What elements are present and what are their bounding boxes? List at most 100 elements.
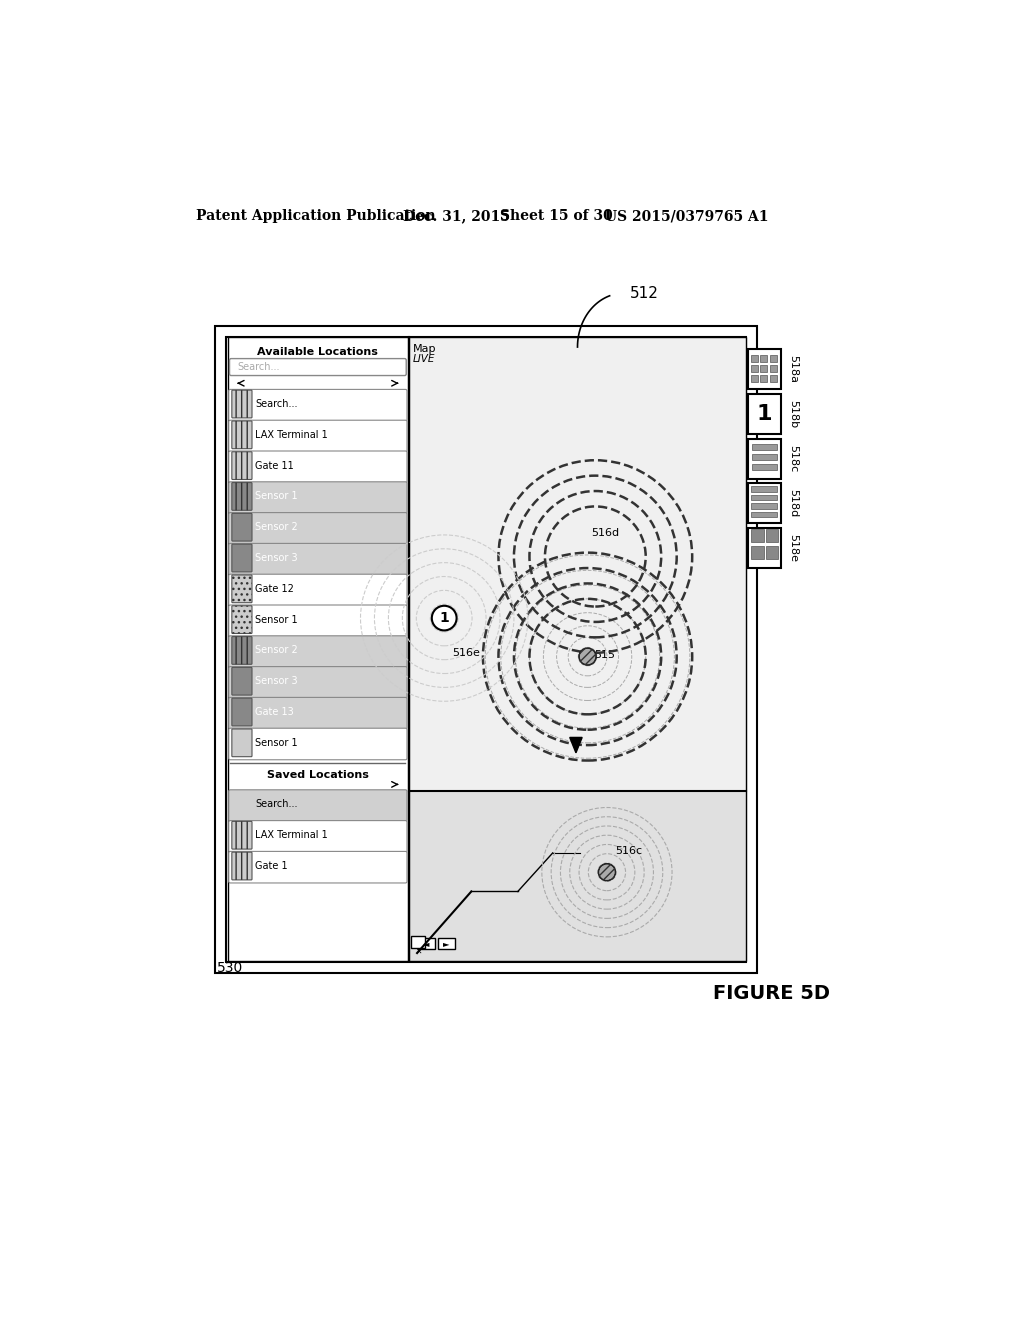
Text: LAX Terminal 1: LAX Terminal 1 <box>255 830 328 841</box>
FancyBboxPatch shape <box>231 451 252 479</box>
Bar <box>748 483 780 524</box>
FancyBboxPatch shape <box>228 574 407 606</box>
FancyBboxPatch shape <box>228 451 407 483</box>
Text: Sensor 3: Sensor 3 <box>255 676 298 686</box>
Bar <box>748 395 780 434</box>
Bar <box>751 495 777 500</box>
FancyBboxPatch shape <box>411 936 425 948</box>
Bar <box>751 487 777 492</box>
Text: 1: 1 <box>439 611 450 626</box>
Text: 1: 1 <box>757 404 772 424</box>
Text: Sensor 1: Sensor 1 <box>255 491 298 502</box>
FancyBboxPatch shape <box>231 606 252 634</box>
Text: Available Locations: Available Locations <box>257 347 378 358</box>
Text: Sensor 1: Sensor 1 <box>255 738 298 748</box>
FancyBboxPatch shape <box>231 544 252 572</box>
Text: Saved Locations: Saved Locations <box>267 770 369 780</box>
Circle shape <box>432 606 457 631</box>
Text: Sensor 1: Sensor 1 <box>255 615 298 624</box>
FancyBboxPatch shape <box>229 359 407 376</box>
Text: 515: 515 <box>594 651 614 660</box>
FancyBboxPatch shape <box>418 937 435 949</box>
Bar <box>770 375 776 381</box>
Bar <box>410 337 746 961</box>
Text: 516d: 516d <box>592 528 620 539</box>
Bar <box>410 792 746 961</box>
Bar <box>751 355 758 362</box>
Text: 516e: 516e <box>452 648 480 657</box>
Text: Search...: Search... <box>255 399 298 409</box>
FancyBboxPatch shape <box>228 544 407 576</box>
Polygon shape <box>569 738 583 752</box>
Text: US 2015/0379765 A1: US 2015/0379765 A1 <box>604 209 768 223</box>
FancyBboxPatch shape <box>228 636 407 668</box>
Text: Patent Application Publication: Patent Application Publication <box>197 209 436 223</box>
FancyBboxPatch shape <box>228 605 407 636</box>
Bar <box>761 375 767 381</box>
Text: 530: 530 <box>217 961 244 975</box>
Bar <box>751 545 764 558</box>
Bar <box>228 337 408 961</box>
Bar <box>751 512 777 517</box>
Text: 518a: 518a <box>788 355 799 383</box>
Bar <box>748 528 780 568</box>
Text: Sensor 2: Sensor 2 <box>255 645 298 656</box>
Text: ◄: ◄ <box>423 940 430 948</box>
Text: Gate 1: Gate 1 <box>255 861 288 871</box>
Text: 518b: 518b <box>788 400 799 428</box>
Text: Search...: Search... <box>255 800 298 809</box>
FancyBboxPatch shape <box>231 729 252 756</box>
Bar <box>751 364 758 372</box>
Text: Sensor 2: Sensor 2 <box>255 523 298 532</box>
Bar <box>225 337 746 962</box>
Text: 518d: 518d <box>788 490 799 517</box>
Text: 518c: 518c <box>788 445 799 473</box>
Bar <box>748 438 780 479</box>
Text: Sensor 3: Sensor 3 <box>255 553 298 564</box>
Text: Search...: Search... <box>238 362 280 372</box>
Text: Gate 13: Gate 13 <box>255 708 294 717</box>
Text: 516c: 516c <box>614 846 642 855</box>
Bar <box>410 337 746 961</box>
FancyBboxPatch shape <box>228 420 407 451</box>
Circle shape <box>598 863 615 880</box>
FancyBboxPatch shape <box>231 821 252 849</box>
FancyBboxPatch shape <box>231 421 252 449</box>
FancyBboxPatch shape <box>231 636 252 664</box>
Bar <box>770 355 776 362</box>
FancyBboxPatch shape <box>228 512 407 544</box>
Text: Sheet 15 of 30: Sheet 15 of 30 <box>500 209 612 223</box>
Text: Map: Map <box>414 345 436 354</box>
Bar <box>770 364 776 372</box>
Text: ✕: ✕ <box>415 946 421 956</box>
Text: Gate 11: Gate 11 <box>255 461 294 471</box>
FancyBboxPatch shape <box>228 482 407 513</box>
Bar <box>751 503 777 508</box>
FancyBboxPatch shape <box>231 576 252 603</box>
FancyBboxPatch shape <box>228 389 407 421</box>
FancyBboxPatch shape <box>231 391 252 418</box>
Text: 512: 512 <box>630 285 659 301</box>
FancyBboxPatch shape <box>228 729 407 760</box>
Bar <box>748 350 780 389</box>
Text: LAX Terminal 1: LAX Terminal 1 <box>255 430 328 440</box>
Bar <box>752 465 776 470</box>
FancyBboxPatch shape <box>228 821 407 853</box>
FancyBboxPatch shape <box>228 667 407 698</box>
Bar <box>761 364 767 372</box>
Text: LIVE: LIVE <box>414 354 435 363</box>
Bar <box>766 545 778 558</box>
Bar <box>751 529 764 543</box>
Bar <box>215 326 758 973</box>
Text: ►: ► <box>443 940 450 948</box>
FancyBboxPatch shape <box>231 698 252 726</box>
Bar <box>761 355 767 362</box>
FancyBboxPatch shape <box>228 697 407 729</box>
Bar <box>752 454 776 461</box>
FancyBboxPatch shape <box>231 513 252 541</box>
FancyBboxPatch shape <box>231 668 252 696</box>
Bar <box>766 529 778 543</box>
Text: 518e: 518e <box>788 535 799 562</box>
FancyBboxPatch shape <box>228 789 407 821</box>
FancyBboxPatch shape <box>228 851 407 883</box>
